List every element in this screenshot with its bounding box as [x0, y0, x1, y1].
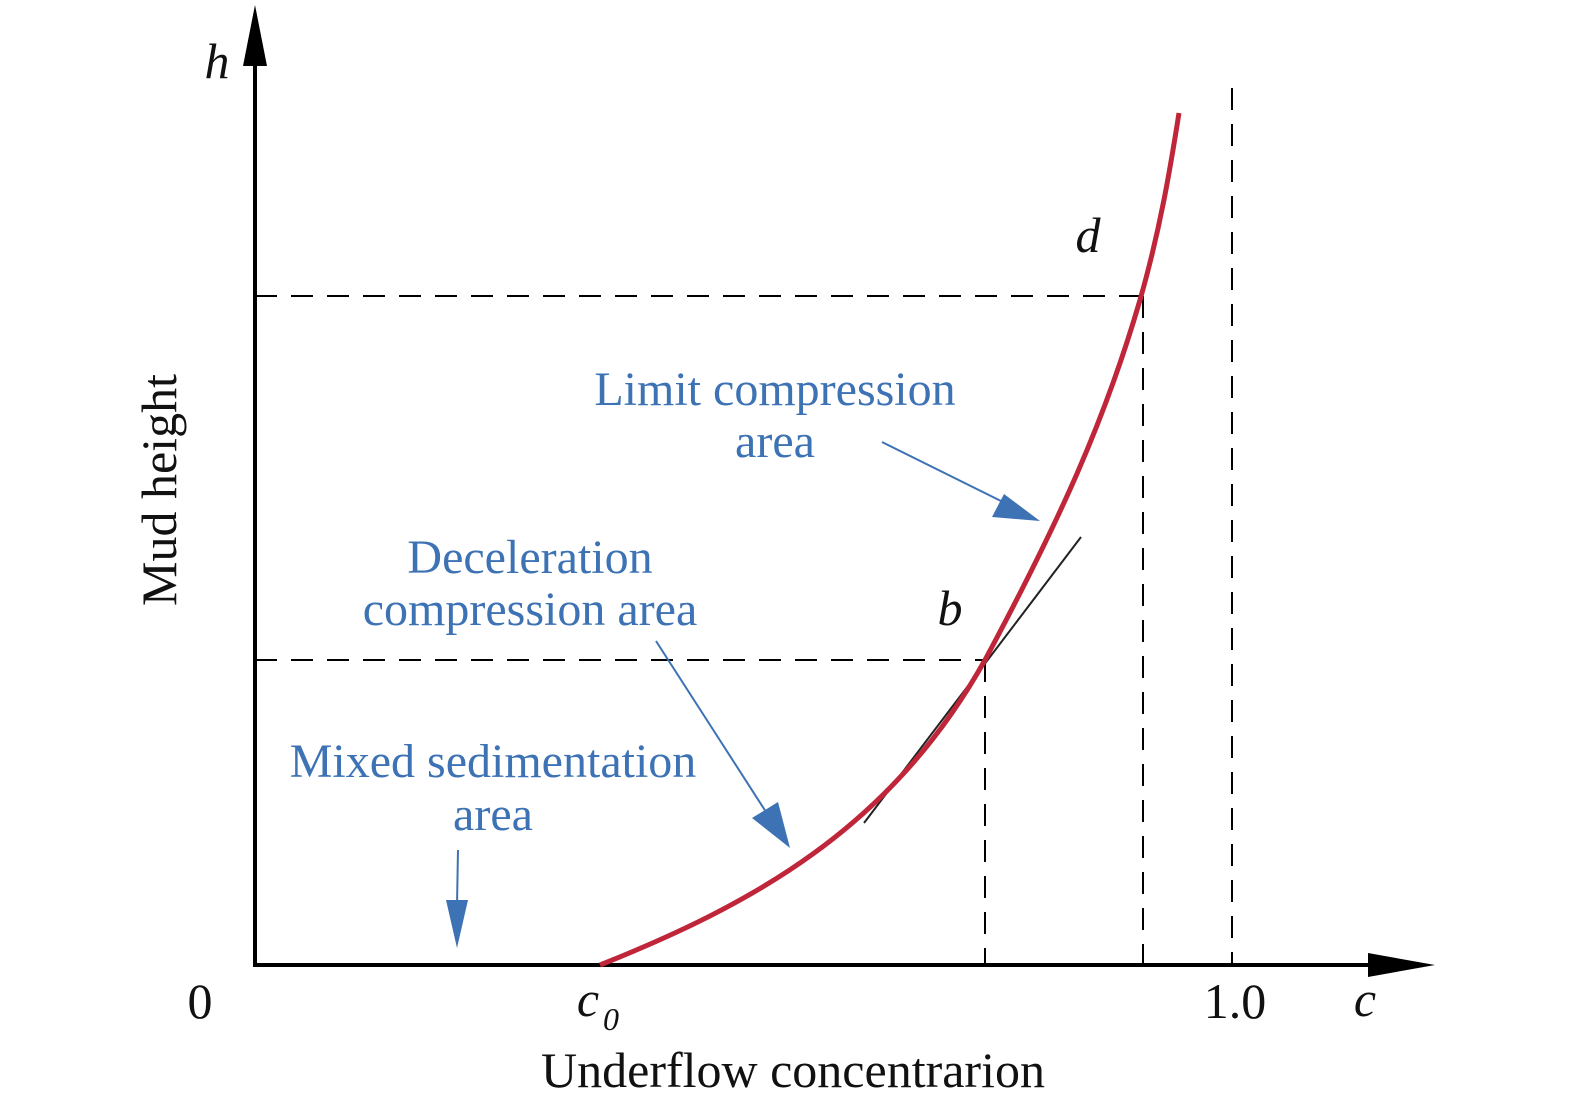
mixed-arrow-shaft: [456, 849, 459, 906]
decel-arrow-head: [752, 802, 790, 848]
annotation-arrows: [446, 441, 1040, 948]
guide-lines: [255, 88, 1233, 965]
settling-curve: [599, 112, 1182, 968]
x-axis-arrowhead: [1368, 953, 1435, 977]
y-axis-symbol: h: [205, 33, 230, 89]
decel-arrow-shaft: [655, 640, 769, 816]
limit-compression-label-line2: area: [735, 415, 815, 468]
x-axis-symbol: c: [1354, 971, 1376, 1027]
mixed-sedimentation-label-line1: Mixed sedimentation: [290, 735, 697, 788]
one-label: 1.0: [1204, 973, 1267, 1029]
y-axis-title: Mud height: [131, 374, 187, 606]
limit-arrow-head: [992, 494, 1040, 521]
origin-label: 0: [188, 973, 213, 1029]
limit-compression-label-line1: Limit compression: [594, 363, 955, 416]
point-label-b: b: [938, 580, 963, 636]
mixed-arrow-head: [446, 900, 468, 948]
c0-label: c 0: [577, 971, 619, 1037]
deceleration-compression-label-line2: compression area: [363, 583, 698, 636]
mixed-sedimentation-label-line2: area: [453, 788, 533, 841]
deceleration-compression-label-line1: Deceleration: [407, 531, 652, 584]
limit-arrow-shaft: [881, 441, 1006, 504]
y-axis-arrowhead: [243, 5, 267, 66]
c0-label-subscript: 0: [603, 1001, 619, 1037]
point-label-d: d: [1076, 207, 1102, 263]
x-axis-title: Underflow concentrarion: [541, 1042, 1045, 1098]
c0-label-main: c: [577, 971, 599, 1027]
